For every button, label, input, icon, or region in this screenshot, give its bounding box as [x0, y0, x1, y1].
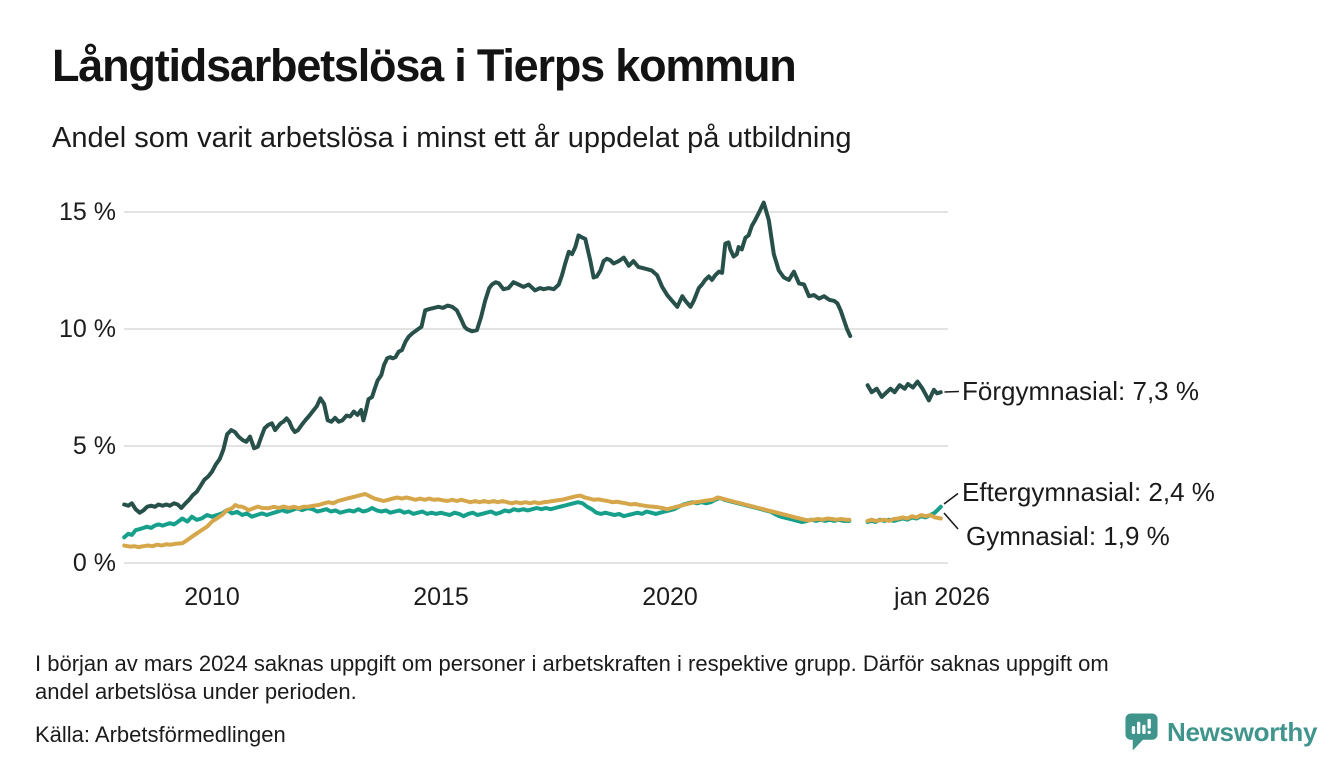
- series-end-label-gymnasial: Gymnasial: 1,9 %: [966, 521, 1170, 551]
- y-axis-tick-10: 10 %: [59, 315, 116, 343]
- footnote-line-1: I början av mars 2024 saknas uppgift om …: [35, 651, 1109, 676]
- series-end-label-eftergymnasial: Eftergymnasial: 2,4 %: [962, 477, 1215, 507]
- chart-footnote: I början av mars 2024 saknas uppgift om …: [35, 650, 1315, 706]
- newsworthy-logo-text: Newsworthy: [1167, 716, 1318, 747]
- page-subtitle: Andel som varit arbetslösa i minst ett å…: [52, 122, 852, 154]
- series-line-gymnasial: [122, 492, 852, 550]
- series-line-gymnasial-resumed: [865, 513, 943, 523]
- series-line-förgymnasial-resumed: [865, 379, 943, 403]
- page-title: Långtidsarbetslösa i Tierps kommun: [52, 40, 797, 91]
- series-line-förgymnasial: [122, 200, 853, 515]
- footnote-line-2: andel arbetslösa under perioden.: [35, 679, 357, 704]
- x-axis-tick-2020: 2020: [642, 583, 698, 611]
- leader-line-0: [944, 390, 960, 393]
- newsworthy-branding-link[interactable]: Newsworthy: [1124, 712, 1317, 752]
- leader-line-1: [943, 492, 959, 505]
- leader-line-2: [943, 512, 959, 530]
- source-credit: Källa: Arbetsförmedlingen: [35, 722, 286, 747]
- newsworthy-logo-icon: [1124, 712, 1159, 752]
- y-axis-tick-5: 5 %: [72, 432, 116, 460]
- series-end-label-forgymnasial: Förgymnasial: 7,3 %: [962, 376, 1199, 406]
- x-axis-tick-jan2026: jan 2026: [894, 583, 990, 611]
- x-axis-tick-2015: 2015: [413, 583, 469, 611]
- y-axis-tick-0: 0 %: [72, 549, 116, 577]
- y-axis-tick-15: 15 %: [59, 198, 116, 226]
- x-axis-tick-2010: 2010: [184, 583, 240, 611]
